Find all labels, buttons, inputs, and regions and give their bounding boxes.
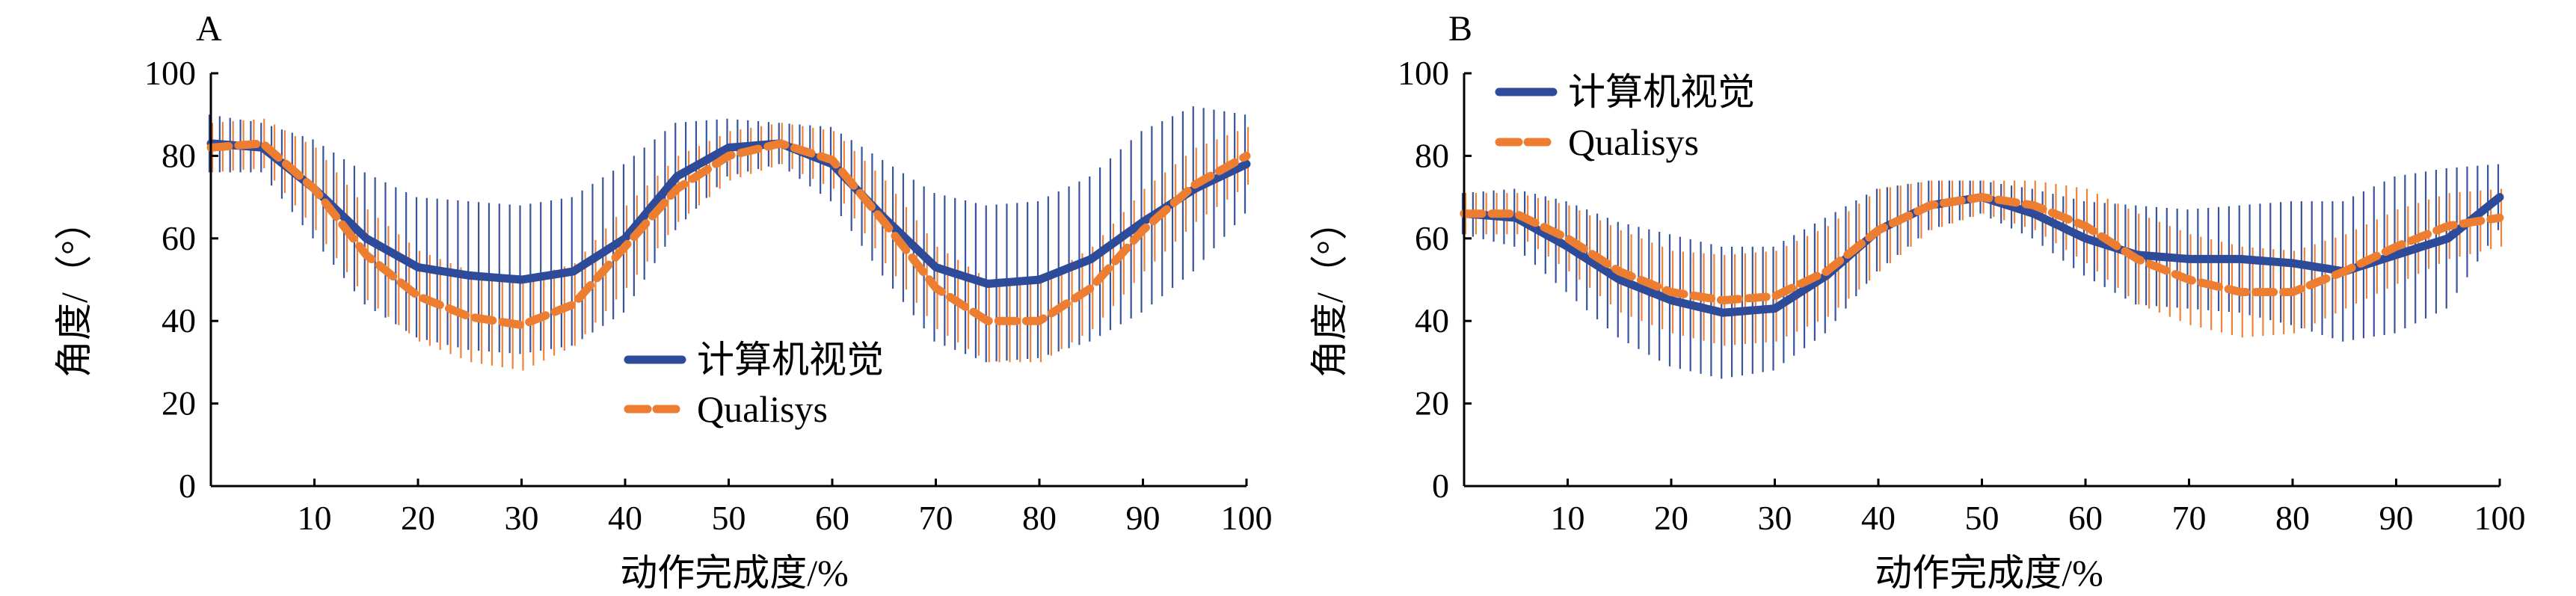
panel-b-mean-line-computer-vision (1460, 193, 2504, 317)
panel-a-x-tick-label: 40 (608, 499, 642, 537)
panel-a-x-tick-label: 10 (298, 499, 332, 537)
panel-a-y-axis-title: 角度/（°） (53, 203, 95, 378)
panel-b-x-tick-label: 10 (1551, 499, 1585, 537)
panel-b-x-tick-label: 70 (2172, 499, 2207, 537)
panel-a-x-axis-title: 动作完成度/% (620, 552, 849, 594)
panel-b-ticks: 0 20 40 60 80 100 10 20 30 40 50 60 70 80 90 100 (1398, 54, 2526, 537)
panel-a-y-tick-label: 60 (162, 219, 196, 257)
panel-a-x-tick-label: 80 (1022, 499, 1057, 537)
panel-b-legend: 计算机视觉 Qualisys (1495, 71, 1755, 163)
panel-a-plot-area (206, 106, 1251, 371)
panel-b-y-tick-label: 20 (1415, 384, 1449, 423)
panel-a-legend: 计算机视觉 Qualisys (624, 339, 884, 430)
panel-a-y-tick-label: 20 (162, 384, 196, 423)
panel-b: B 角度/（°） 动作完成度/% 0 20 40 60 80 100 10 20 30 40 50 6… (1309, 9, 2526, 594)
panel-a-letter: A (196, 9, 222, 49)
panel-b-x-tick-label: 30 (1758, 499, 1792, 537)
panel-a-y-tick-label: 100 (144, 54, 196, 92)
panel-b-mean-line-qualisys (1460, 193, 2504, 305)
panel-b-x-tick-label: 80 (2275, 499, 2310, 537)
panel-b-x-tick-label: 90 (2379, 499, 2414, 537)
panel-a: A 角度/（°） 动作完成度/% 0 20 40 60 80 100 10 20 30 40 50 6… (53, 9, 1273, 594)
panel-b-y-tick-label: 40 (1415, 301, 1449, 340)
panel-a-x-tick-label: 30 (505, 499, 539, 537)
panel-b-letter: B (1448, 9, 1472, 49)
panel-b-x-tick-label: 100 (2474, 499, 2526, 537)
panel-b-y-tick-label: 100 (1398, 54, 1449, 92)
panel-a-x-tick-label: 20 (401, 499, 435, 537)
panel-a-y-tick-label: 0 (179, 467, 196, 505)
panel-a-legend-label-computer-vision: 计算机视觉 (697, 339, 884, 381)
panel-a-x-tick-label: 70 (919, 499, 953, 537)
panel-b-legend-label-computer-vision: 计算机视觉 (1568, 71, 1755, 113)
panel-a-y-tick-label: 80 (162, 136, 196, 174)
panel-a-mean-line-qualisys (206, 139, 1251, 330)
panel-b-x-tick-label: 50 (1965, 499, 1999, 537)
panel-b-plot-area (1460, 164, 2504, 379)
panel-b-y-tick-label: 80 (1415, 136, 1449, 174)
panel-b-legend-label-qualisys: Qualisys (1568, 121, 1699, 163)
panel-b-y-tick-label: 60 (1415, 219, 1449, 257)
panel-a-x-tick-label: 100 (1221, 499, 1273, 537)
panel-b-x-axis-title: 动作完成度/% (1875, 552, 2103, 594)
panel-a-ticks: 0 20 40 60 80 100 10 20 30 40 50 60 70 80 90 100 (144, 54, 1273, 537)
panel-b-y-axis-title: 角度/（°） (1309, 203, 1350, 378)
panel-a-mean-line-computer-vision (206, 139, 1251, 288)
panel-a-x-tick-label: 60 (815, 499, 849, 537)
panel-a-x-tick-label: 90 (1126, 499, 1161, 537)
panel-b-x-tick-label: 20 (1654, 499, 1688, 537)
panel-a-x-tick-label: 50 (712, 499, 746, 537)
panel-b-y-tick-label: 0 (1432, 467, 1449, 505)
panel-b-x-tick-label: 40 (1861, 499, 1896, 537)
panel-b-x-tick-label: 60 (2068, 499, 2103, 537)
panel-a-legend-label-qualisys: Qualisys (697, 388, 828, 430)
panel-a-y-tick-label: 40 (162, 301, 196, 340)
